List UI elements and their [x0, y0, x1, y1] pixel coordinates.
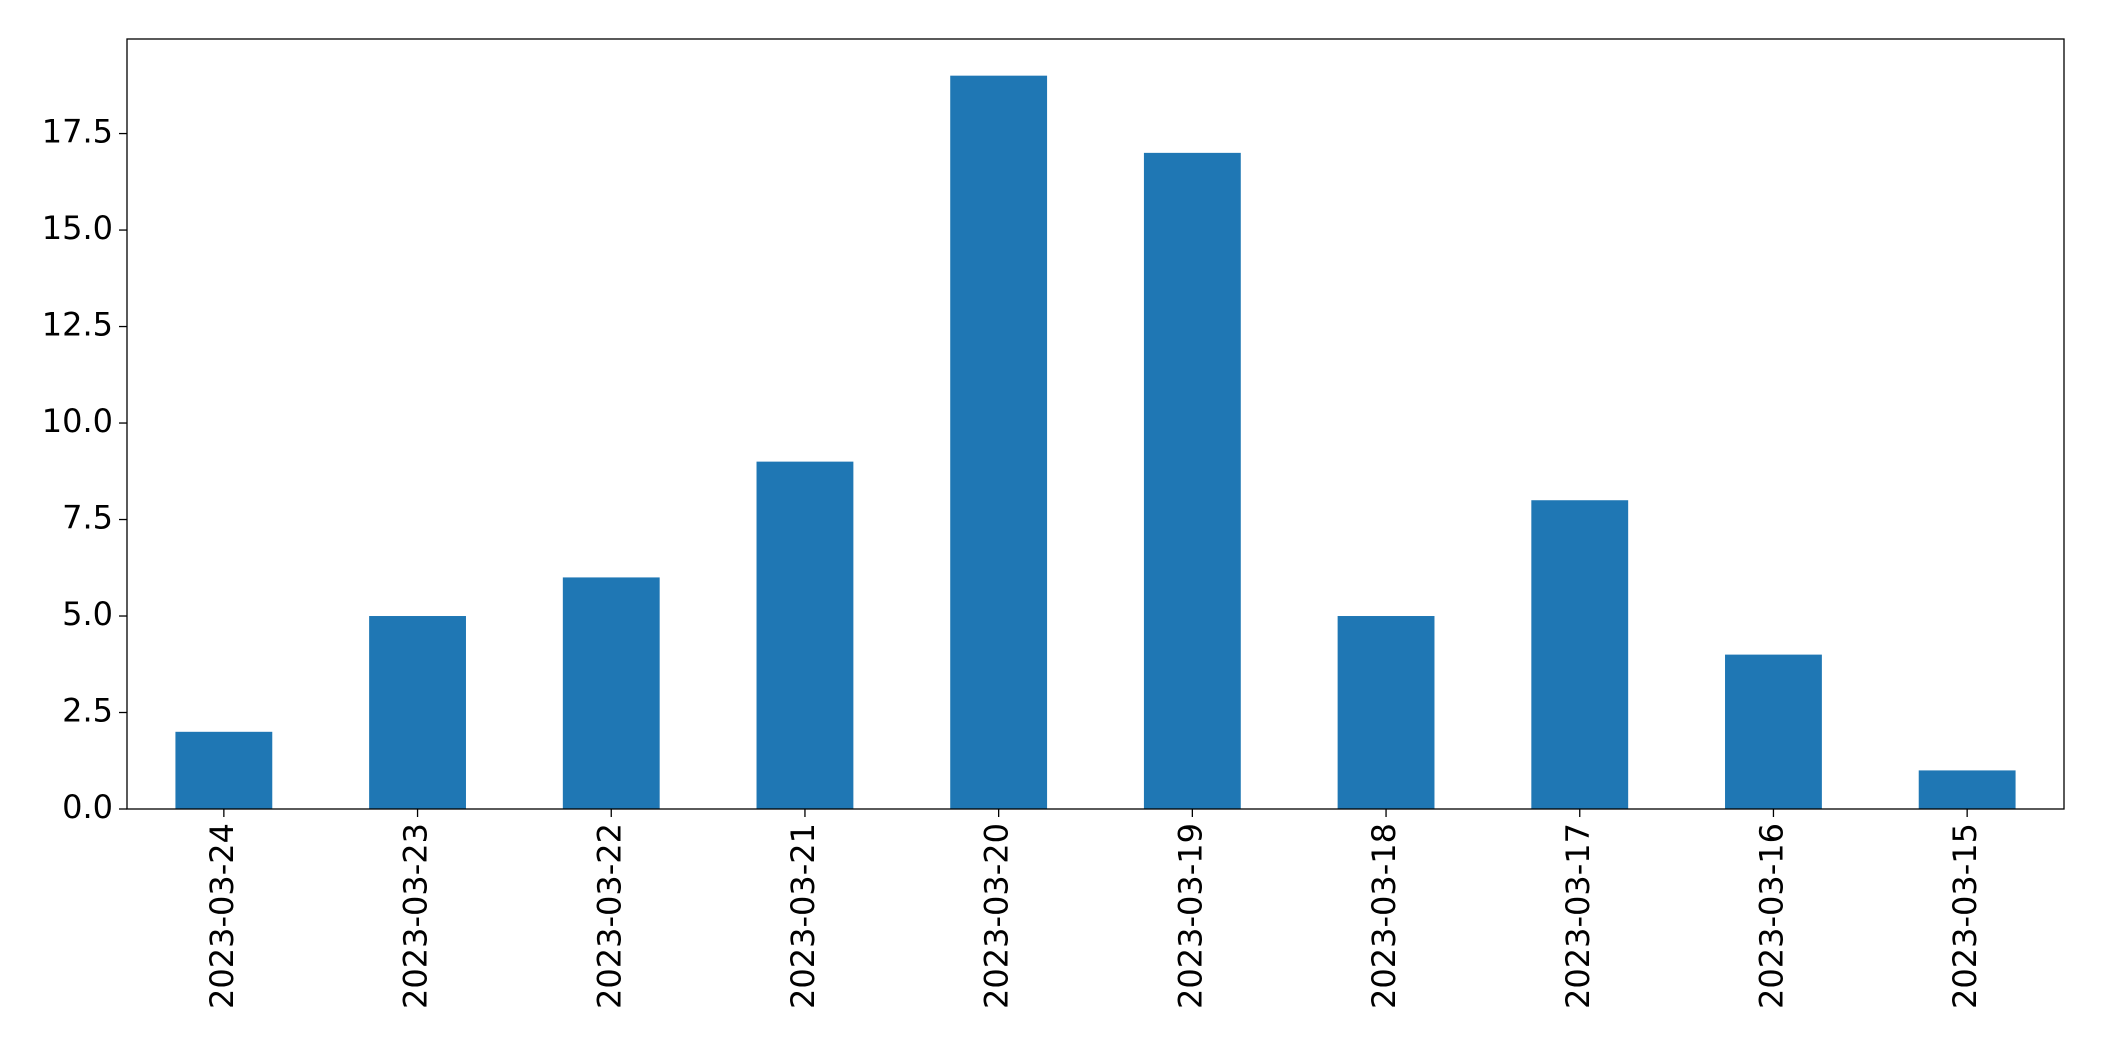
y-tick-label: 15.0 [42, 209, 113, 247]
bar [1143, 152, 1241, 810]
bar [756, 461, 854, 809]
bar [1725, 654, 1822, 809]
y-tick-label: 17.5 [42, 113, 113, 151]
x-tick-label: 2023-03-15 [1946, 823, 1984, 1009]
x-tick-label: 2023-03-21 [784, 823, 822, 1009]
x-tick-label: 2023-03-18 [1365, 823, 1403, 1009]
y-tick-label: 12.5 [42, 306, 113, 344]
bar [175, 731, 273, 809]
x-tick-label: 2023-03-16 [1752, 823, 1790, 1009]
y-tick-label: 5.0 [62, 595, 113, 633]
x-tick-label: 2023-03-19 [1171, 823, 1209, 1009]
x-tick-label: 2023-03-23 [397, 823, 435, 1009]
bar [1337, 616, 1435, 809]
bar [369, 616, 466, 809]
y-tick-label: 2.5 [62, 692, 113, 730]
axes-frame [126, 38, 2065, 810]
bar [1918, 770, 2016, 809]
x-tick-label: 2023-03-24 [203, 823, 241, 1009]
bar [950, 75, 1048, 809]
x-tick-label: 2023-03-17 [1559, 823, 1597, 1009]
bar [1531, 500, 1629, 809]
x-tick-label: 2023-03-22 [590, 823, 628, 1009]
y-tick-label: 10.0 [42, 402, 113, 440]
y-tick-label: 7.5 [62, 499, 113, 537]
y-tick-label: 0.0 [62, 788, 113, 826]
bar [562, 577, 660, 809]
x-tick-label: 2023-03-20 [978, 823, 1016, 1009]
